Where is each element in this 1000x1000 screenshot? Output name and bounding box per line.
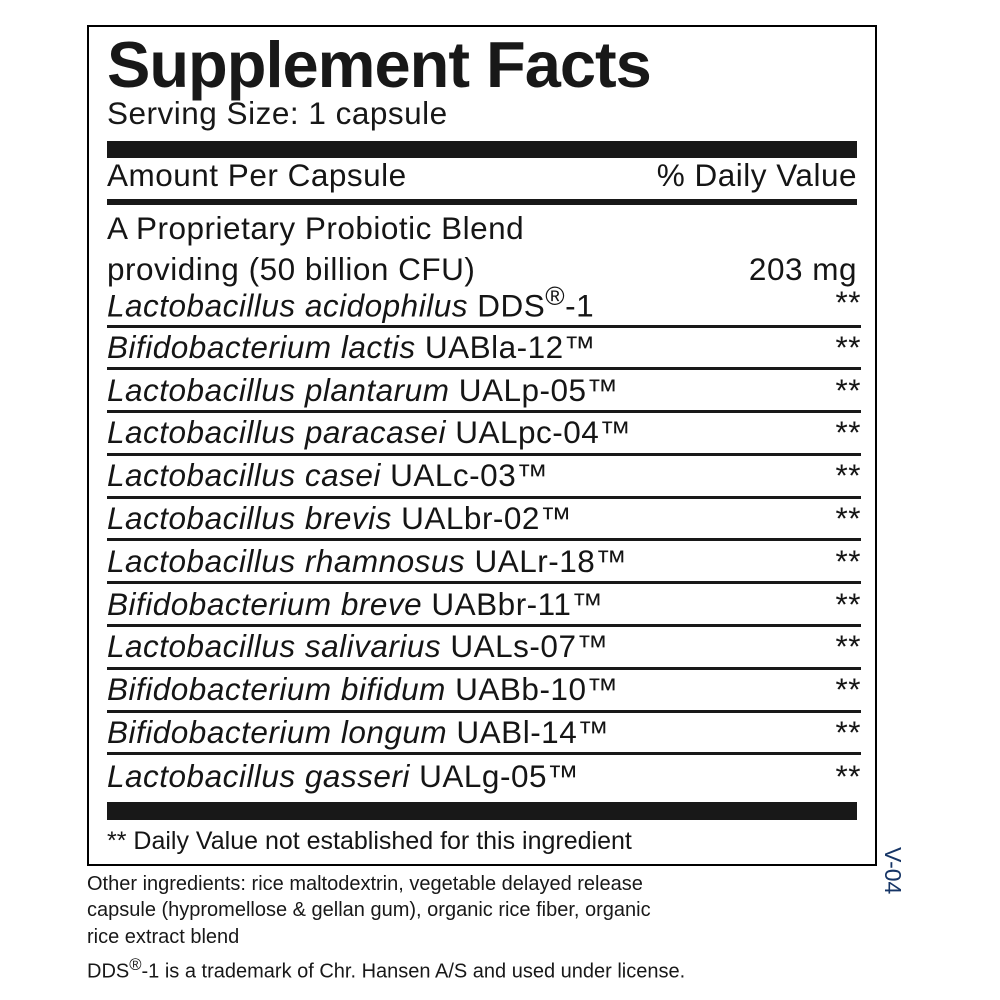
svg-text:V-04: V-04 [880,847,906,895]
